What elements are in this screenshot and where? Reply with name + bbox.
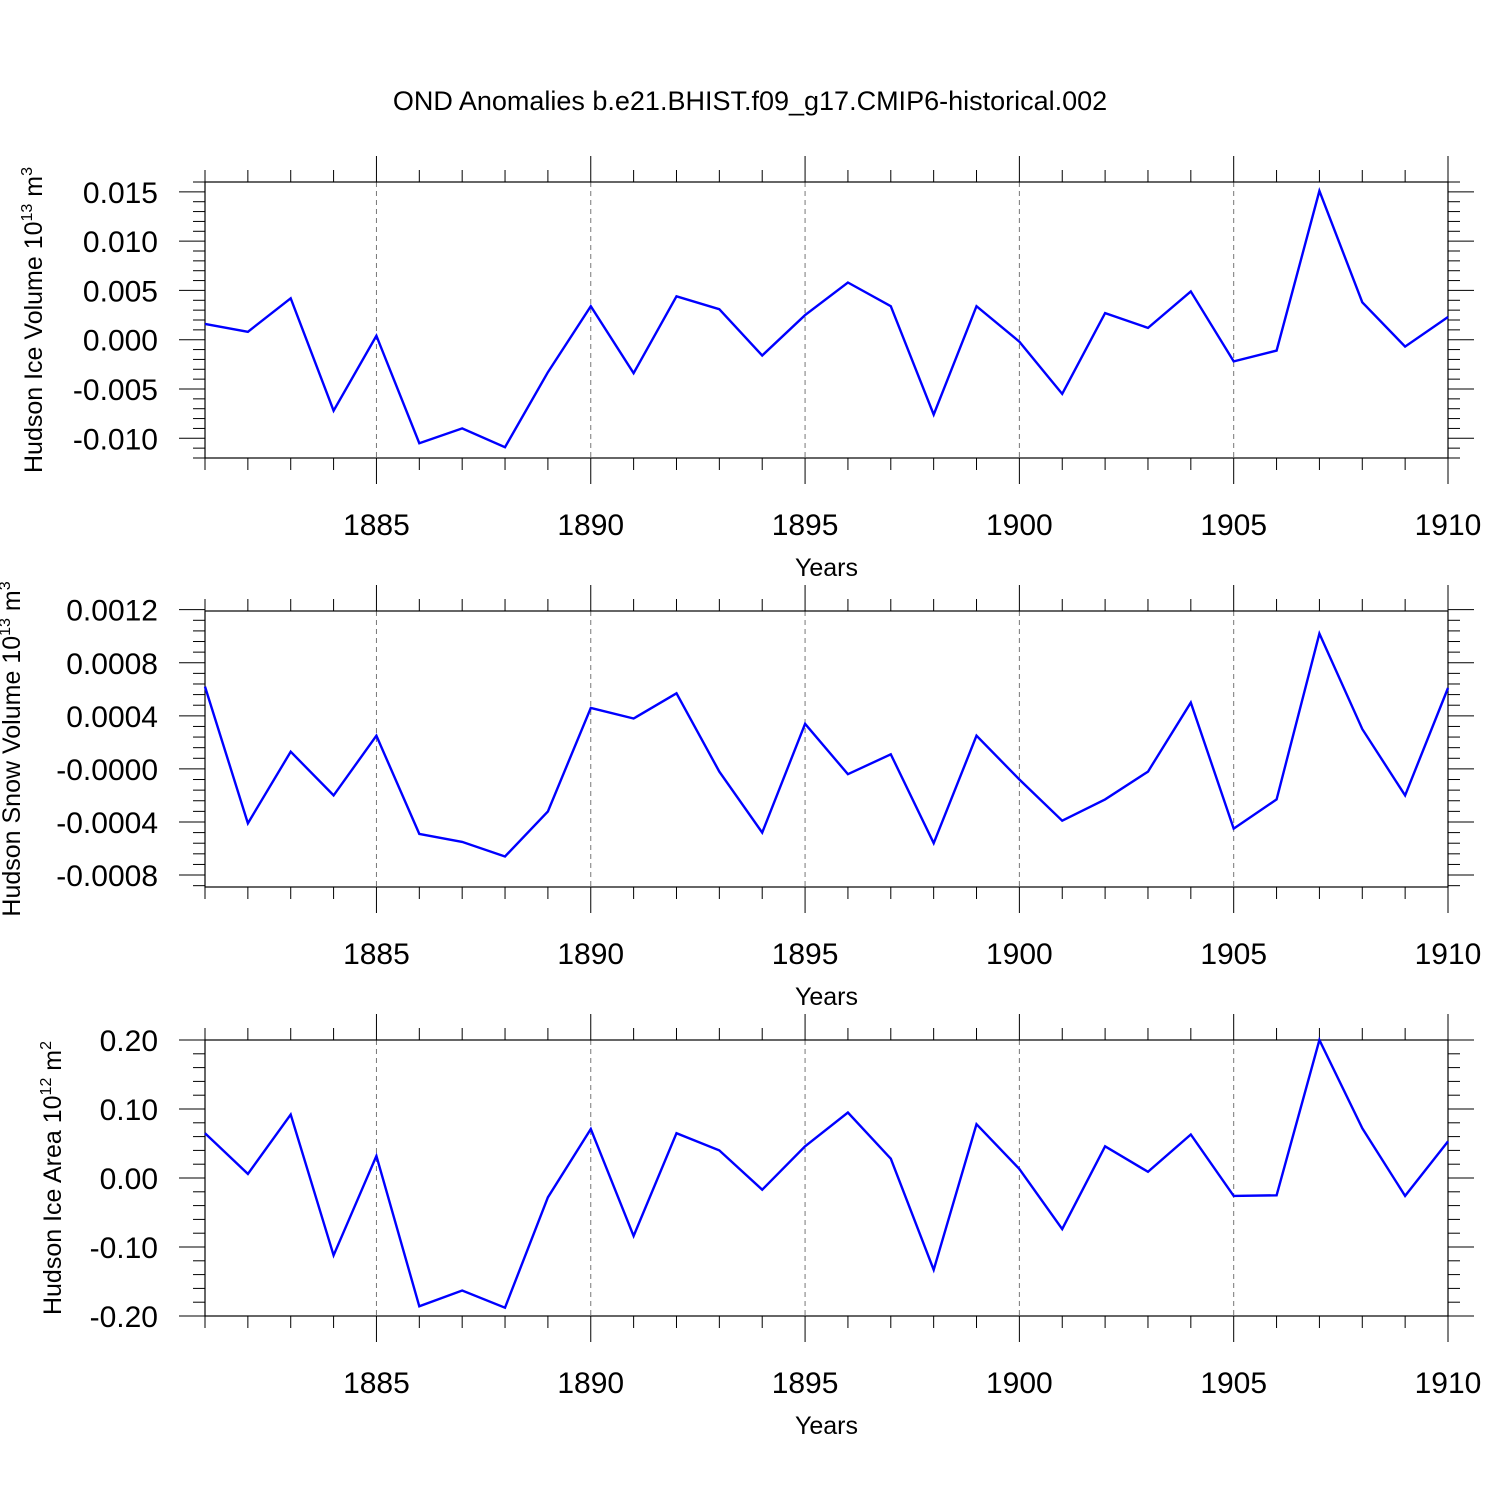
x-tick-label: 1895 bbox=[772, 1367, 839, 1400]
y-tick-label: -0.005 bbox=[73, 374, 158, 407]
x-axis-label: Years bbox=[795, 983, 858, 1011]
y-tick-label: 0.000 bbox=[83, 325, 158, 358]
y-tick-label: -0.20 bbox=[90, 1301, 158, 1334]
y-axis-label-unit: m bbox=[0, 590, 26, 618]
series-line bbox=[204, 187, 1449, 449]
y-axis-label-text: Hudson Ice Area 10 bbox=[39, 1095, 67, 1315]
y-axis-label-exponent: 12 bbox=[38, 1078, 55, 1096]
x-axis-label: Years bbox=[795, 554, 858, 582]
x-tick-label: 1885 bbox=[343, 938, 410, 971]
y-axis-label-unit: m bbox=[20, 176, 48, 204]
y-tick-label: 0.005 bbox=[83, 275, 158, 308]
y-axis-label-unit: m bbox=[39, 1050, 67, 1078]
y-tick-label: -0.10 bbox=[90, 1232, 158, 1265]
panel-3: -0.20 -0.10 0.00 0.10 0.20 1885 1890 1895 1900 19… bbox=[38, 1014, 1481, 1440]
x-axis-label: Years bbox=[795, 1412, 858, 1440]
y-axis-label: Hudson Ice Volume 1013 m3 bbox=[19, 167, 48, 473]
x-tick-label: 1900 bbox=[986, 1367, 1053, 1400]
x-tick-label: 1905 bbox=[1200, 1367, 1267, 1400]
x-tick-label: 1890 bbox=[557, 1367, 624, 1400]
series-line bbox=[203, 629, 1450, 858]
y-tick-label: 0.015 bbox=[83, 177, 158, 210]
y-axis-label-text: Hudson Ice Volume 10 bbox=[20, 221, 48, 473]
y-tick-label: 0.10 bbox=[100, 1094, 158, 1127]
y-axis-label-unit-exponent: 2 bbox=[38, 1041, 55, 1050]
chart-title: OND Anomalies b.e21.BHIST.f09_g17.CMIP6-… bbox=[393, 86, 1107, 116]
y-tick-label: 0.0012 bbox=[66, 595, 158, 628]
x-tick-label: 1905 bbox=[1200, 938, 1267, 971]
x-tick-label: 1890 bbox=[557, 938, 624, 971]
x-tick-label: 1885 bbox=[343, 1367, 410, 1400]
series-line bbox=[204, 1036, 1449, 1310]
x-tick-label: 1910 bbox=[1415, 938, 1482, 971]
y-tick-label: -0.0000 bbox=[56, 754, 158, 787]
y-axis-label-unit-exponent: 3 bbox=[19, 167, 36, 176]
x-tick-label: 1910 bbox=[1415, 1367, 1482, 1400]
panel-1: -0.010 -0.005 0.000 0.005 0.010 0.015 1885 1890… bbox=[19, 156, 1481, 582]
y-axis-label-exponent: 13 bbox=[0, 618, 14, 636]
panels: -0.010 -0.005 0.000 0.005 0.010 0.015 1885 1890… bbox=[0, 156, 1481, 1440]
y-tick-label: -0.0004 bbox=[56, 807, 158, 840]
x-tick-label: 1910 bbox=[1415, 509, 1482, 542]
y-tick-label: -0.0008 bbox=[56, 860, 158, 893]
y-axis-label-text: Hudson Snow Volume 10 bbox=[0, 636, 26, 917]
y-tick-label: 0.010 bbox=[83, 226, 158, 259]
x-tick-label: 1895 bbox=[772, 509, 839, 542]
x-tick-label: 1900 bbox=[986, 938, 1053, 971]
y-axis-label: Hudson Ice Area 1012 m2 bbox=[38, 1041, 67, 1315]
y-axis-label: Hudson Snow Volume 1013 m3 bbox=[0, 581, 26, 916]
panel-2: -0.0008 -0.0004 -0.0000 0.0004 0.0008 0.0012 1… bbox=[0, 581, 1481, 1011]
y-tick-label: 0.20 bbox=[100, 1025, 158, 1058]
plot-frame bbox=[204, 181, 1449, 459]
y-tick-label: 0.0004 bbox=[66, 701, 158, 734]
plot-frame bbox=[204, 1039, 1449, 1317]
plot-frame bbox=[204, 610, 1449, 888]
y-tick-label: 0.0008 bbox=[66, 648, 158, 681]
y-axis-label-unit-exponent: 3 bbox=[0, 581, 14, 590]
y-tick-label: -0.010 bbox=[73, 423, 158, 456]
x-tick-label: 1890 bbox=[557, 509, 624, 542]
y-tick-label: 0.00 bbox=[100, 1163, 158, 1196]
x-tick-label: 1905 bbox=[1200, 509, 1267, 542]
x-tick-label: 1895 bbox=[772, 938, 839, 971]
x-tick-label: 1885 bbox=[343, 509, 410, 542]
y-axis-label-exponent: 13 bbox=[19, 204, 36, 222]
x-tick-label: 1900 bbox=[986, 509, 1053, 542]
